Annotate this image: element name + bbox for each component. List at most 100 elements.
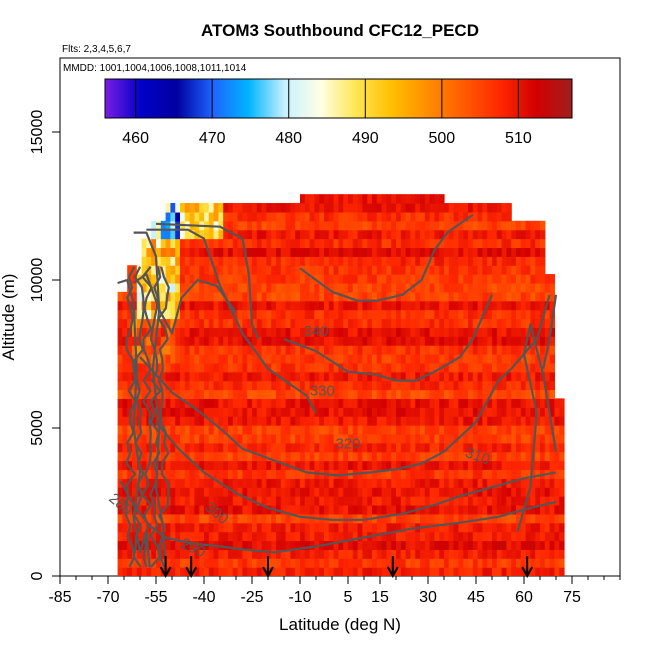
heatmap-cell (516, 300, 522, 311)
heatmap-cell (333, 300, 339, 311)
heatmap-cell (535, 460, 541, 471)
heatmap-cell (333, 229, 339, 240)
heatmap-cell (266, 238, 272, 249)
heatmap-cell (439, 496, 445, 506)
heatmap-cell (477, 327, 483, 337)
heatmap-cell (208, 549, 215, 559)
heatmap-cell (477, 522, 483, 533)
heatmap-cell (420, 345, 426, 355)
heatmap-cell (448, 362, 455, 373)
heatmap-cell (535, 504, 541, 515)
heatmap-cell (391, 513, 397, 524)
heatmap-cell (199, 425, 205, 435)
heatmap-cell (261, 504, 267, 515)
heatmap-cell (266, 496, 272, 506)
heatmap-cell (189, 549, 195, 559)
heatmap-cell (525, 451, 531, 462)
heatmap-cell (424, 238, 431, 249)
heatmap-cell (501, 345, 507, 355)
heatmap-cell (396, 433, 402, 444)
heatmap-cell (439, 291, 445, 302)
heatmap-cell (468, 540, 474, 550)
heatmap-cell (482, 558, 488, 568)
heatmap-cell (213, 300, 219, 311)
heatmap-cell (516, 504, 522, 515)
heatmap-cell (256, 425, 263, 435)
heatmap-cell (252, 265, 258, 275)
heatmap-cell (391, 433, 397, 444)
heatmap-cell (352, 496, 359, 506)
heatmap-cell (492, 531, 498, 542)
heatmap-cell (242, 522, 248, 533)
heatmap-cell (410, 433, 416, 444)
heatmap-cell (271, 558, 277, 568)
heatmap-cell (218, 327, 224, 337)
heatmap-cell (496, 336, 503, 346)
heatmap-cell (376, 460, 383, 471)
heatmap-cell (271, 336, 277, 346)
heatmap-cell (482, 460, 488, 471)
heatmap-cell (468, 318, 474, 328)
heatmap-cell (362, 220, 368, 231)
heatmap-cell (208, 513, 215, 524)
heatmap-cell (400, 220, 407, 231)
heatmap-cell (247, 442, 253, 453)
heatmap-cell (314, 522, 320, 533)
heatmap-cell (400, 274, 407, 284)
heatmap-cell (309, 211, 315, 222)
heatmap-cell (338, 247, 344, 257)
heatmap-cell (396, 265, 402, 275)
heatmap-cell (165, 513, 171, 524)
heatmap-cell (256, 513, 263, 524)
heatmap-cell (429, 309, 435, 320)
heatmap-cell (458, 460, 464, 471)
heatmap-cell (352, 265, 359, 275)
heatmap-cell (309, 558, 315, 568)
heatmap-cell (338, 540, 344, 550)
heatmap-cell (348, 194, 354, 204)
heatmap-cell (511, 327, 517, 337)
heatmap-cell (405, 211, 411, 222)
heatmap-cell (223, 336, 229, 346)
heatmap-cell (376, 354, 383, 364)
heatmap-cell (146, 425, 152, 435)
heatmap-cell (424, 300, 431, 311)
heatmap-cell (256, 416, 263, 426)
heatmap-cell (487, 416, 493, 426)
heatmap-cell (540, 531, 546, 542)
heatmap-cell (261, 531, 267, 542)
heatmap-cell (180, 229, 186, 240)
heatmap-cell (453, 318, 459, 328)
heatmap-cell (549, 460, 555, 471)
heatmap-cell (271, 354, 277, 364)
heatmap-cell (208, 469, 215, 479)
heatmap-cell (381, 336, 387, 346)
heatmap-cell (146, 513, 152, 524)
heatmap-cell (348, 274, 354, 284)
heatmap-cell (434, 549, 440, 559)
heatmap-cell (415, 256, 421, 266)
heatmap-cell (381, 540, 387, 550)
heatmap-cell (271, 345, 277, 355)
heatmap-cell (386, 567, 392, 576)
heatmap-cell (448, 567, 455, 576)
heatmap-cell (516, 531, 522, 542)
heatmap-cell (252, 300, 258, 311)
heatmap-cell (396, 425, 402, 435)
heatmap-cell (223, 398, 229, 408)
heatmap-cell (410, 540, 416, 550)
heatmap-cell (444, 362, 450, 373)
heatmap-cell (280, 433, 287, 444)
heatmap-cell (386, 522, 392, 533)
heatmap-cell (304, 558, 311, 568)
heatmap-cell (290, 558, 296, 568)
heatmap-cell (276, 274, 282, 284)
heatmap-cell (458, 336, 464, 346)
heatmap-cell (448, 398, 455, 408)
heatmap-cell (319, 460, 325, 471)
heatmap-cell (156, 513, 162, 524)
heatmap-cell (328, 380, 335, 391)
heatmap-cell (314, 291, 320, 302)
heatmap-cell (199, 389, 205, 399)
heatmap-cell (448, 433, 455, 444)
